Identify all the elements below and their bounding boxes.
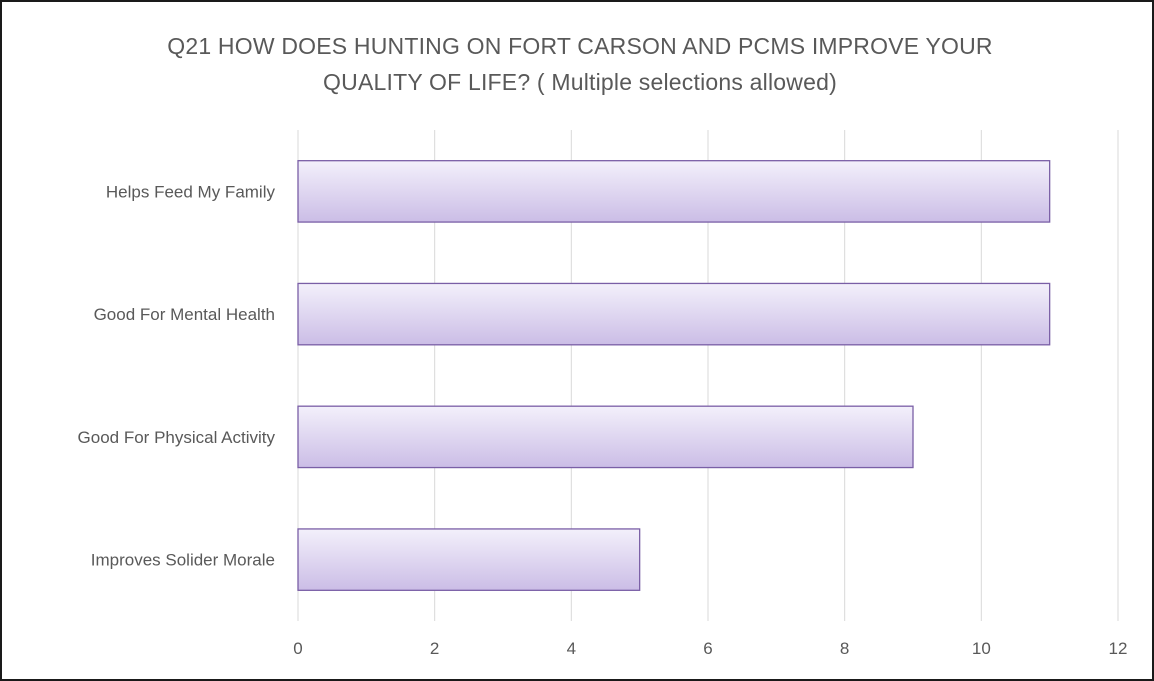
x-tick-label: 8 bbox=[840, 639, 849, 658]
bars bbox=[297, 160, 1051, 591]
x-tick-label: 0 bbox=[293, 639, 302, 658]
bar-good-for-physical-activity bbox=[297, 405, 914, 469]
chart-title-line-1: Q21 HOW DOES HUNTING ON FORT CARSON AND … bbox=[167, 33, 993, 59]
bar-good-for-mental-health bbox=[297, 282, 1051, 346]
category-label: Good For Physical Activity bbox=[78, 428, 276, 447]
chart-title: Q21 HOW DOES HUNTING ON FORT CARSON AND … bbox=[80, 28, 1080, 100]
category-labels: Helps Feed My Family Good For Mental Heal… bbox=[78, 182, 276, 569]
category-label: Good For Mental Health bbox=[94, 305, 275, 324]
x-tick-label: 10 bbox=[972, 639, 991, 658]
x-tick-labels: 0 2 4 6 8 10 12 bbox=[293, 639, 1127, 658]
bar-helps-feed-my-family bbox=[297, 160, 1051, 223]
x-tick-label: 12 bbox=[1109, 639, 1128, 658]
chart-title-line-2: QUALITY OF LIFE? ( Multiple selections a… bbox=[323, 69, 837, 95]
bar-improves-solider-morale bbox=[297, 528, 641, 591]
x-tick-label: 4 bbox=[567, 639, 576, 658]
category-label: Helps Feed My Family bbox=[106, 182, 276, 201]
x-tick-label: 6 bbox=[703, 639, 712, 658]
x-tick-label: 2 bbox=[430, 639, 439, 658]
category-label: Improves Solider Morale bbox=[91, 551, 275, 570]
